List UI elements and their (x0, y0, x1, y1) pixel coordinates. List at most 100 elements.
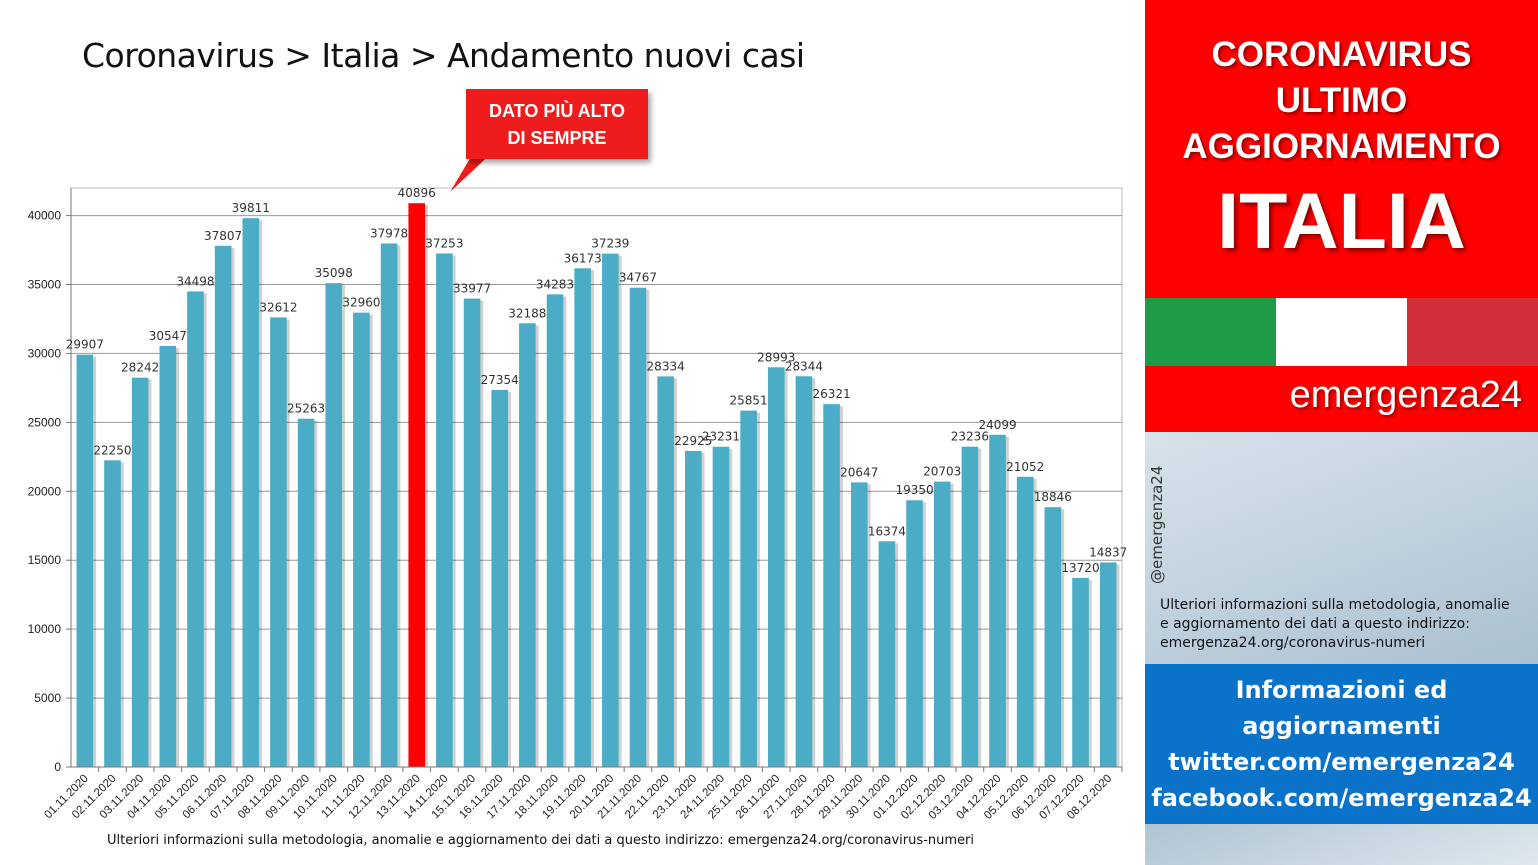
data-label: 28242 (121, 361, 159, 375)
social-box: Informazioni ed aggiornamenti twitter.co… (1145, 664, 1538, 824)
data-label: 37807 (204, 229, 242, 243)
italian-flag (1145, 298, 1538, 366)
bar (823, 404, 840, 767)
data-label: 32612 (259, 300, 297, 314)
info-line2: e aggiornamento dei dati a questo indiri… (1160, 616, 1470, 632)
data-label: 39811 (232, 201, 270, 215)
bar (989, 434, 1006, 767)
bar (131, 377, 149, 767)
data-label: 40896 (398, 186, 436, 200)
data-label: 20703 (923, 465, 961, 479)
data-label: 32188 (508, 306, 546, 320)
chart-panel: Coronavirus > Italia > Andamento nuovi c… (27, 36, 1128, 848)
bar (795, 376, 813, 767)
data-label: 34283 (536, 277, 574, 291)
bar (270, 317, 287, 767)
flag-white-stripe (1276, 298, 1407, 366)
callout-pointer (450, 150, 495, 192)
data-label: 25263 (287, 402, 325, 416)
y-tick-label: 15000 (28, 553, 62, 567)
brand-name: emergenza24 (1289, 374, 1522, 416)
bar (767, 367, 785, 767)
data-label: 23231 (702, 430, 740, 444)
bar (961, 446, 979, 767)
bar (878, 541, 896, 767)
bar (1099, 562, 1117, 767)
bar (214, 245, 232, 768)
flag-green-stripe (1145, 298, 1276, 366)
data-label: 37239 (591, 237, 629, 251)
bar (629, 287, 647, 767)
bar-chart: 0 5000 10000 15000 20000 25000 30000 35000 40000… (28, 186, 1128, 822)
facebook-link[interactable]: facebook.com/emergenza24 (1151, 784, 1532, 812)
y-tick-label: 5000 (34, 691, 61, 705)
data-label: 23236 (951, 430, 989, 444)
bar (933, 481, 951, 767)
bar (519, 323, 536, 767)
data-label: 28334 (647, 359, 685, 373)
sidebar: CORONAVIRUS ULTIMO AGGIORNAMENTO ITALIA … (1145, 0, 1538, 865)
data-label: 33977 (453, 282, 491, 296)
data-label: 37253 (425, 236, 463, 250)
data-label: 27354 (481, 373, 519, 387)
bar (1016, 476, 1034, 767)
data-label: 22250 (93, 443, 131, 457)
data-label: 29907 (66, 338, 104, 352)
y-tick-label: 35000 (28, 278, 62, 292)
data-label: 34767 (619, 271, 657, 285)
bar (906, 500, 923, 767)
data-label: 20647 (840, 465, 878, 479)
bar (187, 291, 204, 767)
bar (657, 376, 674, 767)
data-labels: 29907 22250 28242 30547 34498 37807 39811 32612… (66, 186, 1128, 575)
header-line1: CORONAVIRUS (1211, 35, 1472, 74)
y-tick-label: 30000 (28, 346, 62, 360)
y-tick-label: 25000 (28, 415, 62, 429)
bar (491, 389, 508, 767)
bar (242, 218, 260, 767)
update-header: CORONAVIRUS ULTIMO AGGIORNAMENTO ITALIA (1145, 0, 1538, 298)
bar (325, 283, 343, 767)
bar (546, 294, 564, 767)
bar-highlight (408, 203, 426, 767)
y-tick-label: 40000 (28, 209, 62, 223)
data-label: 37978 (370, 226, 408, 240)
bars (76, 203, 1120, 768)
data-label: 30547 (149, 329, 187, 343)
bar (436, 253, 453, 767)
data-label: 14837 (1089, 545, 1127, 559)
y-tick-label: 10000 (28, 622, 62, 636)
highest-value-callout: DATO PIÙ ALTO DI SEMPRE (466, 89, 648, 159)
twitter-link[interactable]: twitter.com/emergenza24 (1168, 748, 1515, 776)
y-tick-label: 20000 (28, 484, 62, 498)
data-label: 18846 (1034, 490, 1072, 504)
info-link[interactable]: emergenza24.org/coronavirus-numeri (1160, 635, 1426, 651)
flag-red-stripe (1407, 298, 1538, 366)
y-axis-ticks: 0 5000 10000 15000 20000 25000 30000 35000 40000 (28, 188, 72, 774)
bar (104, 460, 121, 767)
social-line2: aggiornamenti (1242, 712, 1441, 740)
x-axis-ticks: 01.11.202002.11.202003.11.202004.11.2020… (42, 766, 1123, 822)
data-label: 28344 (785, 359, 823, 373)
methodology-info: Ulteriori informazioni sulla metodologia… (1160, 596, 1530, 653)
bar (850, 482, 868, 767)
data-label: 22925 (674, 434, 712, 448)
data-label: 21052 (1006, 460, 1044, 474)
bar (76, 354, 94, 767)
callout-line1: DATO PIÙ ALTO (488, 101, 625, 121)
bar (712, 446, 730, 767)
data-label: 34498 (176, 274, 214, 288)
data-label: 28993 (757, 350, 795, 364)
data-label: 25851 (730, 394, 768, 408)
bar (380, 243, 398, 767)
header-line2: ULTIMO (1275, 81, 1408, 120)
data-label: 13720 (1061, 561, 1099, 575)
social-line1: Informazioni ed (1235, 676, 1448, 704)
bar (463, 298, 481, 767)
bar (685, 450, 702, 767)
data-label: 24099 (978, 418, 1016, 432)
bar (1044, 507, 1062, 767)
data-label: 36173 (564, 251, 602, 265)
bar (602, 253, 619, 767)
data-label: 26321 (812, 387, 850, 401)
